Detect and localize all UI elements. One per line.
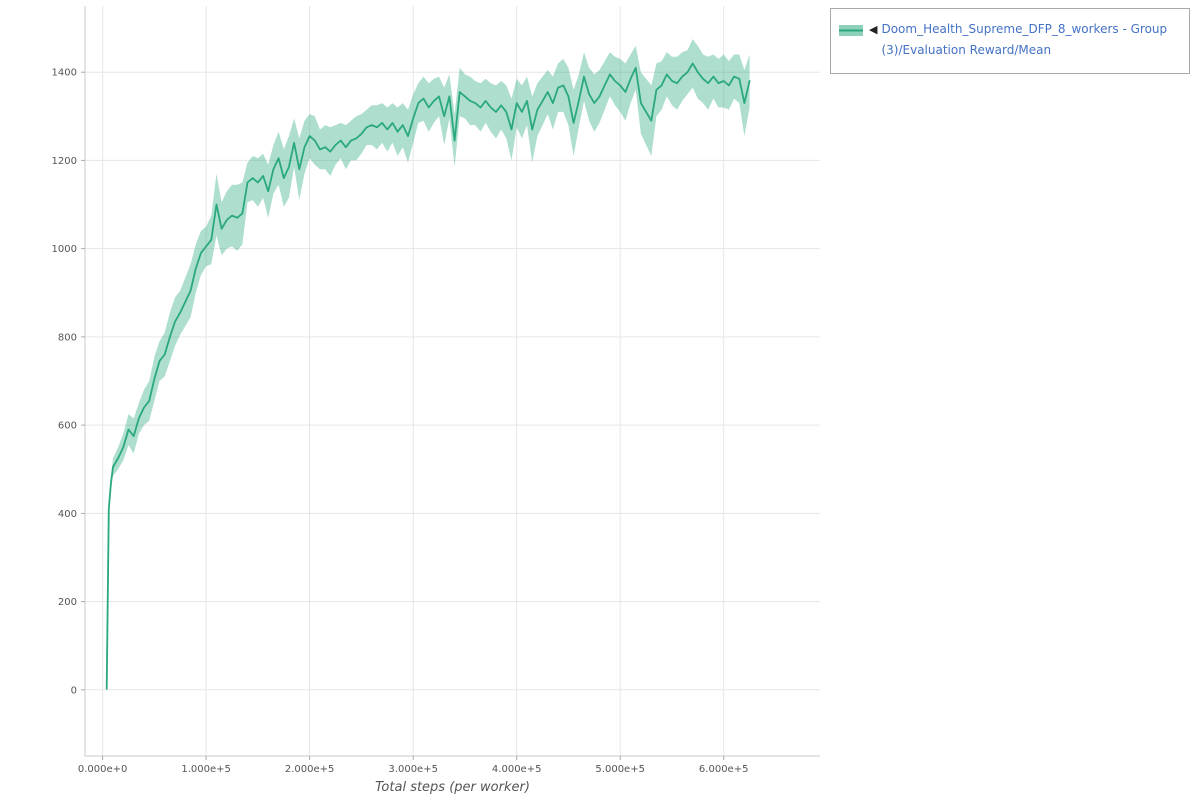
- legend-series-label[interactable]: Doom_Health_Supreme_DFP_8_workers - Grou…: [881, 22, 1168, 57]
- x-axis-title: Total steps (per worker): [375, 780, 530, 795]
- svg-text:1400: 1400: [52, 68, 77, 79]
- svg-text:6.000e+5: 6.000e+5: [699, 764, 749, 775]
- collapse-triangle-icon[interactable]: ◀: [869, 23, 878, 36]
- series-swatch-icon: [839, 25, 863, 36]
- legend-box: ◀ Doom_Health_Supreme_DFP_8_workers - Gr…: [830, 8, 1190, 74]
- gridlines: [85, 6, 820, 756]
- svg-text:2.000e+5: 2.000e+5: [285, 764, 335, 775]
- confidence-band: [106, 39, 750, 689]
- svg-text:800: 800: [58, 332, 77, 343]
- svg-text:400: 400: [58, 509, 77, 520]
- x-axis-ticks: 0.000e+0 1.000e+5 2.000e+5 3.000e+5 4.000e+5…: [78, 756, 749, 775]
- svg-text:1000: 1000: [52, 244, 77, 255]
- svg-text:200: 200: [58, 597, 77, 608]
- svg-text:4.000e+5: 4.000e+5: [492, 764, 542, 775]
- reward-line-chart[interactable]: 0.000e+0 1.000e+5 2.000e+5 3.000e+5 4.000e+5…: [0, 0, 830, 800]
- svg-text:1200: 1200: [52, 156, 77, 167]
- svg-text:3.000e+5: 3.000e+5: [388, 764, 438, 775]
- svg-text:5.000e+5: 5.000e+5: [595, 764, 645, 775]
- legend-entry[interactable]: ◀ Doom_Health_Supreme_DFP_8_workers - Gr…: [839, 19, 1179, 61]
- svg-text:0.000e+0: 0.000e+0: [78, 764, 128, 775]
- svg-text:1.000e+5: 1.000e+5: [181, 764, 231, 775]
- y-axis-ticks: 0 200 400 600 800 1000 1200 1400: [52, 68, 85, 696]
- axes: [84, 6, 820, 757]
- chart-panel: 0.000e+0 1.000e+5 2.000e+5 3.000e+5 4.000e+5…: [0, 0, 830, 800]
- svg-text:600: 600: [58, 421, 77, 432]
- mean-line: [105, 62, 751, 690]
- svg-text:0: 0: [71, 685, 77, 696]
